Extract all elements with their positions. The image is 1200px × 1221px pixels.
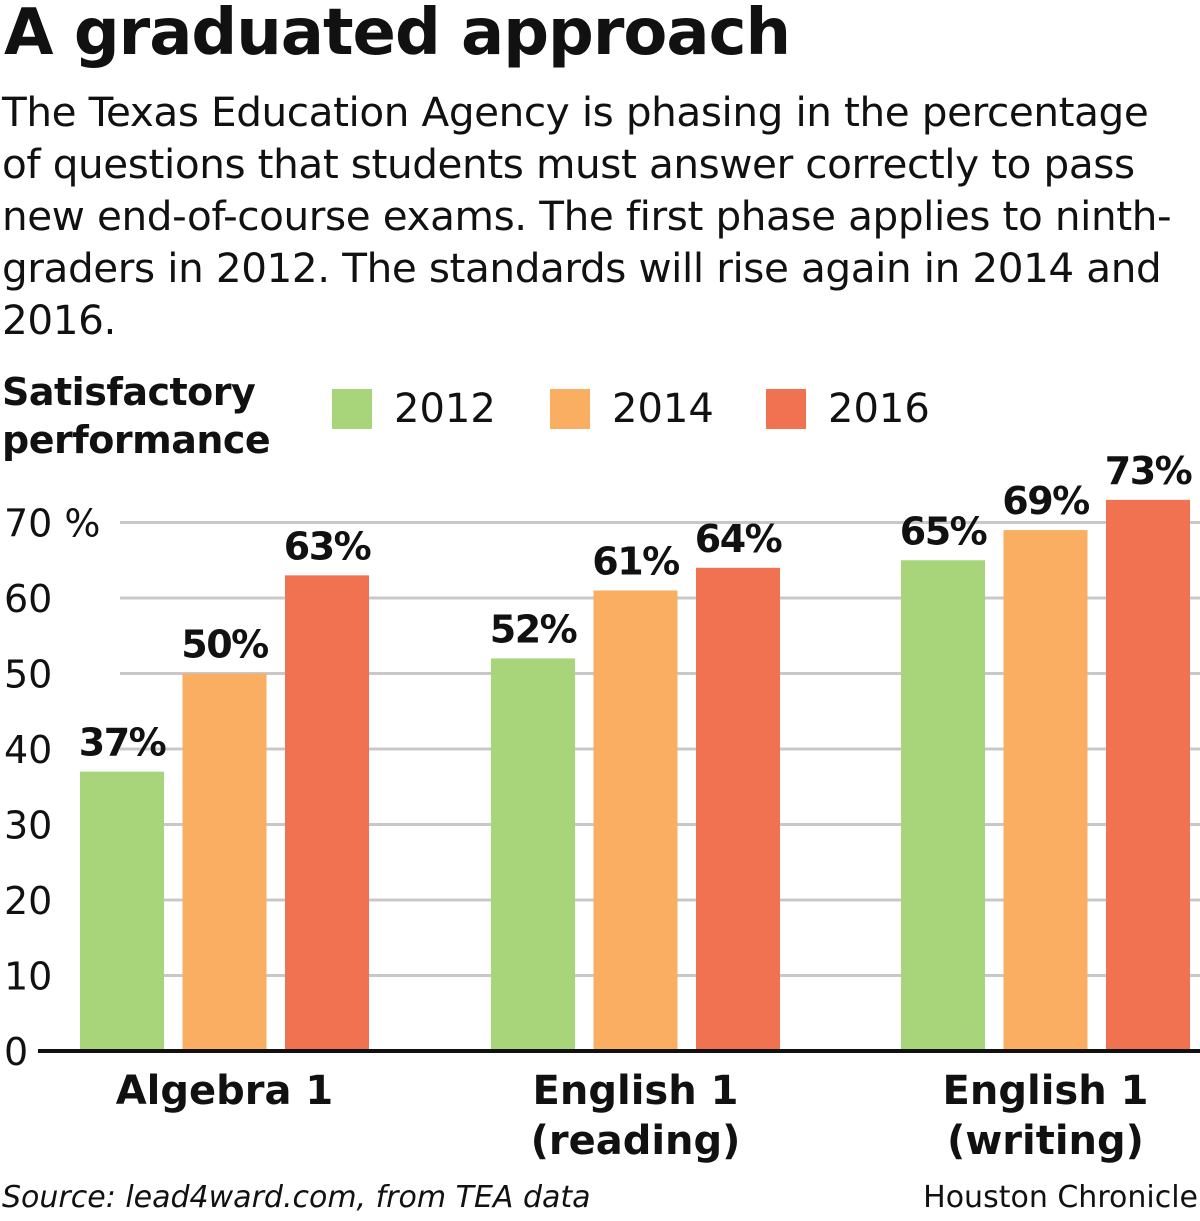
legend-swatch-2014 — [550, 389, 590, 429]
bar-chart: 0 10 20 30 40 50 60 70 % 37% 50% 63% Algebra 1 52% 61… — [4, 449, 1200, 1164]
data-label: 52% — [490, 607, 577, 651]
bar — [1106, 499, 1190, 1052]
data-label: 65% — [900, 509, 987, 553]
x-tick-label: Algebra 1 — [116, 1068, 334, 1114]
legend-item-2014: 2014 — [550, 386, 714, 432]
data-label: 61% — [592, 539, 679, 583]
legend-swatch-2012 — [332, 389, 372, 429]
x-tick-label: (writing) — [947, 1118, 1144, 1164]
y-tick-label: 20 — [4, 879, 52, 923]
data-label: 69% — [1002, 479, 1089, 523]
bar — [491, 658, 575, 1051]
credit-note: Houston Chronicle — [923, 1180, 1198, 1215]
x-tick-label: (reading) — [531, 1118, 741, 1164]
data-label: 64% — [695, 517, 782, 561]
data-label: 73% — [1105, 449, 1192, 493]
y-tick-label: 30 — [4, 804, 52, 848]
y-tick-label: 60 — [4, 577, 52, 621]
y-axis-label: Satisfactory performance — [2, 370, 271, 462]
bar — [696, 567, 780, 1051]
data-label: 50% — [181, 623, 268, 667]
y-tick-label: 70 % — [4, 502, 101, 546]
legend-label-2016: 2016 — [828, 386, 930, 432]
bar — [1003, 530, 1088, 1051]
y-tick-label: 50 — [4, 653, 52, 697]
x-tick-label: English 1 — [943, 1068, 1149, 1114]
bar — [285, 575, 369, 1051]
legend-item-2012: 2012 — [332, 386, 496, 432]
legend-swatch-2016 — [766, 389, 806, 429]
chart-subtitle: The Texas Education Agency is phasing in… — [2, 88, 1172, 344]
legend-label-2014: 2014 — [612, 386, 714, 432]
bar — [182, 673, 267, 1051]
bar — [593, 590, 678, 1051]
y-tick-label: 40 — [4, 728, 52, 772]
legend-label-2012: 2012 — [394, 386, 496, 432]
source-note: Source: lead4ward.com, from TEA data — [2, 1180, 591, 1215]
y-tick-label: 10 — [4, 955, 52, 999]
x-tick-label: English 1 — [533, 1068, 739, 1114]
data-label: 37% — [79, 721, 166, 765]
legend-item-2016: 2016 — [766, 386, 930, 432]
data-label: 63% — [284, 524, 371, 568]
bar — [80, 771, 164, 1051]
chart-title: A graduated approach — [4, 0, 791, 70]
bar — [901, 560, 985, 1051]
y-tick-label: 0 — [4, 1030, 28, 1074]
